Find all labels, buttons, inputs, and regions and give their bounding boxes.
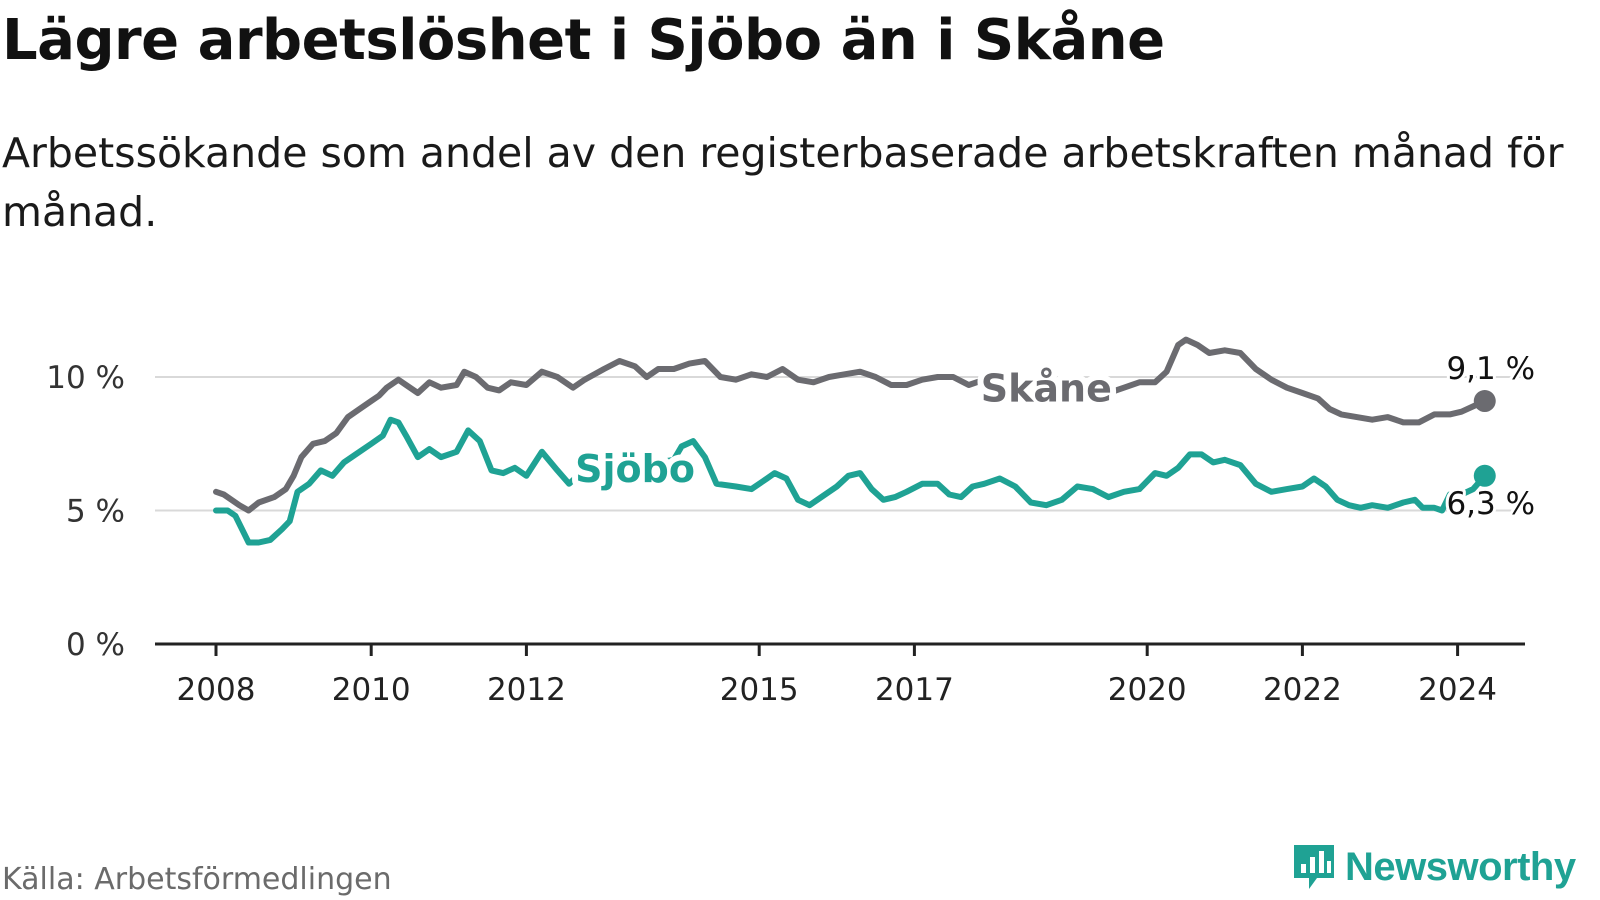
series-line-sj-bo [213,416,1488,546]
series-line-sk-ne [213,336,1488,514]
brand-name: Newsworthy [1345,844,1576,889]
x-tick-label: 2015 [720,672,799,708]
line-chart: 0 %5 %10 % 2008 2010 2012 2015 2017 2020 2022 2… [46,336,1538,708]
x-tick-label: 2020 [1108,672,1187,708]
y-tick-label: 5 % [66,494,125,530]
x-tick-label: 2010 [332,672,411,708]
chart-subtitle: Arbetssökande som andel av den registerb… [2,129,1564,236]
y-axis-ticks: 0 % 5 % 10 % [46,360,125,663]
end-value-label-sk-ne: 9,1 % [1446,351,1535,387]
y-tick-label: 10 % [46,360,125,396]
end-point-sk-ne [1473,390,1496,413]
chart-title: Lägre arbetslöshet i Sjöbo än i Skåne [2,8,1165,73]
end-point-sj-bo [1473,464,1496,487]
series-label-sk-ne: Skåne [981,367,1112,411]
x-tick-label: 2024 [1418,672,1497,708]
y-tick-label: 0 % [66,627,125,663]
x-tick-label: 2008 [177,672,256,708]
end-value-label-sj-bo: 6,3 % [1446,486,1535,522]
newsworthy-chart-icon [1294,845,1334,889]
x-tick-label: 2012 [487,672,566,708]
x-tick-label: 2017 [875,672,954,708]
source-note: Källa: Arbetsförmedlingen [2,862,392,897]
x-tick-label: 2022 [1263,672,1342,708]
series-lines [213,336,1496,546]
series-labels: Skåne 9,1 % Sjöbo 6,3 % [569,348,1538,525]
newsworthy-logo: Newsworthy [1291,842,1576,892]
x-axis-ticks: 2008 2010 2012 2015 2017 2020 2022 2024 [177,644,1497,708]
series-label-sj-bo: Sjöbo [575,447,695,491]
